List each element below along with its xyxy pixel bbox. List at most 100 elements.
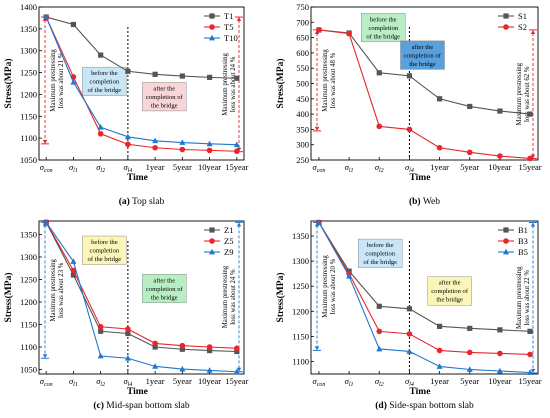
x-tick-label: σl4 — [405, 376, 414, 388]
legend-label: Z1 — [224, 225, 233, 235]
phase-annotation-box — [142, 274, 187, 303]
loss-annotation-text: loss was about 22 % — [524, 270, 531, 326]
data-point-T1 — [152, 71, 158, 77]
y-axis-label: Stress(MPa) — [3, 59, 14, 109]
x-tick-label: σl4 — [405, 162, 414, 174]
y-tick-label: 1250 — [20, 275, 37, 285]
loss-arrow-head — [236, 222, 242, 227]
data-point-Z9 — [124, 355, 131, 361]
phase-annotation-text: after the — [412, 44, 434, 51]
phase-annotation-text: after the — [439, 280, 461, 287]
loss-annotation-text: loss was about 20 % — [330, 258, 337, 314]
x-tick-label: 15year — [518, 376, 541, 386]
y-tick-label: 1200 — [20, 89, 37, 99]
legend-marker — [209, 238, 215, 244]
data-point-S1 — [527, 111, 533, 117]
data-point-S1 — [436, 96, 443, 102]
legend-marker — [503, 238, 509, 244]
legend-label: B5 — [518, 247, 528, 257]
data-point-B5 — [466, 366, 473, 372]
data-point-S1 — [406, 73, 413, 79]
x-tick-label: σl1 — [345, 376, 354, 388]
data-point-Z5 — [125, 326, 131, 332]
data-point-Z5 — [234, 345, 240, 352]
data-point-T5 — [234, 148, 240, 155]
series-line-Z9 — [45, 222, 237, 373]
data-point-T10 — [206, 140, 213, 147]
data-point-S2 — [527, 155, 533, 162]
x-tick-label: 1year — [430, 162, 449, 172]
data-point-B1 — [436, 323, 443, 329]
phase-annotation-text: after the — [153, 277, 175, 284]
y-tick-label: 1100 — [292, 356, 309, 366]
data-point-S1 — [467, 103, 473, 110]
data-point-T1 — [206, 74, 213, 80]
x-axis-label: Time — [410, 173, 431, 183]
x-tick-label: 10year — [488, 376, 511, 386]
series-line-Z1 — [45, 222, 237, 353]
y-tick-label: 1300 — [20, 252, 37, 262]
legend-label: T5 — [224, 22, 233, 32]
y-tick-label: 1350 — [20, 230, 37, 240]
legend-marker — [503, 227, 509, 233]
data-point-Z1 — [70, 272, 77, 278]
loss-annotation-text: loss was about 21 % — [58, 52, 65, 108]
x-tick-label: σl4 — [123, 162, 132, 174]
legend-marker — [209, 227, 215, 233]
data-point-S2 — [497, 153, 503, 159]
y-tick-label: 1050 — [20, 365, 37, 375]
series-line-B3 — [318, 222, 531, 355]
loss-arrow-head — [530, 29, 536, 34]
legend-marker — [209, 13, 215, 19]
data-point-Z9 — [43, 219, 50, 225]
data-point-Z5 — [152, 340, 158, 347]
data-point-B3 — [497, 350, 503, 357]
data-point-B3 — [466, 349, 473, 356]
plot-frame — [310, 220, 539, 375]
y-tick-label: 500 — [296, 79, 309, 89]
x-tick-label: 5year — [173, 376, 192, 386]
phase-annotation-text: the bridge — [409, 61, 436, 68]
loss-annotation-text: loss was about 48 % — [330, 52, 337, 108]
panel-caption: (b) Web — [409, 196, 440, 207]
loss-annotation-text: loss was about 62 % — [524, 66, 531, 122]
legend-marker — [209, 248, 215, 255]
y-tick-label: 400 — [296, 109, 309, 119]
phase-annotation-box — [82, 235, 127, 265]
x-tick-label: 5year — [173, 162, 192, 172]
data-point-B5 — [436, 363, 443, 369]
legend-label: Z5 — [224, 236, 233, 246]
y-tick-label: 700 — [296, 17, 309, 27]
data-point-T5 — [125, 141, 131, 148]
phase-annotation-text: of the bridge — [88, 256, 122, 263]
data-point-T1 — [125, 68, 131, 74]
data-point-S2 — [376, 123, 383, 130]
y-tick-label: 550 — [296, 63, 309, 73]
plot-frame — [38, 6, 245, 161]
data-point-S2 — [406, 126, 413, 133]
plot-frame — [38, 220, 245, 375]
data-point-T5 — [152, 144, 158, 151]
legend-marker — [209, 34, 215, 41]
phase-annotation-box — [82, 66, 127, 96]
chart-panel-b: 250 300 350 400 450 500 550 600 650 700 750 σcon σl1… — [275, 2, 542, 207]
data-point-B5 — [376, 345, 383, 352]
x-tick-label: σl4 — [123, 376, 132, 388]
panel-caption: (d) Side-span bottom slab — [375, 400, 474, 411]
y-axis-label: Stress(MPa) — [3, 273, 14, 323]
y-tick-label: 1050 — [20, 155, 37, 165]
loss-arrow-head — [236, 367, 242, 372]
phase-annotation-box — [400, 40, 445, 70]
y-tick-label: 1150 — [20, 320, 37, 330]
data-point-Z5 — [179, 342, 186, 349]
y-tick-label: 1200 — [20, 297, 37, 307]
x-axis-label: Time — [127, 387, 148, 397]
data-point-B5 — [406, 348, 413, 354]
data-point-Z1 — [206, 348, 213, 354]
x-tick-label: σcon — [313, 376, 326, 388]
data-point-S2 — [436, 144, 443, 151]
x-axis-label: Time — [410, 387, 431, 397]
y-tick-label: 1250 — [292, 281, 309, 291]
data-point-B5 — [527, 369, 534, 375]
chart-panel-a: 1050 1100 1150 1200 1250 1300 1350 1400 σcon σl1 σ… — [3, 2, 249, 207]
